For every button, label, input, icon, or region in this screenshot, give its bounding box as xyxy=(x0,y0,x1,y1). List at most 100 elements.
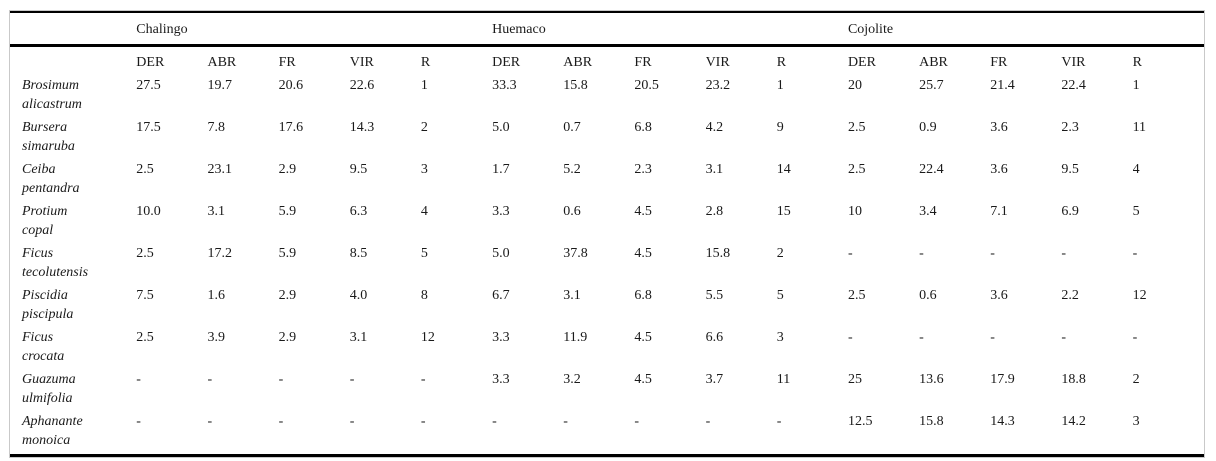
species-genus: Bursera xyxy=(22,120,68,135)
value-cell: 17.2 xyxy=(207,246,232,261)
value-cell: 11.9 xyxy=(563,330,588,345)
value-cell: 20.6 xyxy=(278,78,304,93)
value-cell: 2.5 xyxy=(847,120,866,135)
value-cell: 0.7 xyxy=(563,120,581,135)
value-cell: - xyxy=(990,246,995,261)
value-cell: 12.5 xyxy=(847,412,920,457)
value-cell: 3.3 xyxy=(492,372,510,387)
species-name: Ficus tecolutensis xyxy=(10,244,136,286)
value-cell: 17.9 xyxy=(990,372,1015,387)
table-row: Protium copal 10.0 3.1 5.9 6.3 4 3.3 0.6 4.5 2.8 15… xyxy=(10,202,1204,244)
value-cell: 5.2 xyxy=(563,162,581,177)
value-cell: 3.7 xyxy=(705,372,724,387)
value-cell: 7.5 xyxy=(136,288,154,303)
value-cell: 4 xyxy=(1132,162,1140,177)
value-cell: 1.6 xyxy=(207,288,225,303)
species-name: Ceiba pentandra xyxy=(10,160,136,202)
value-cell: 3 xyxy=(420,162,428,177)
value-cell: - xyxy=(420,372,426,387)
value-cell: 4.5 xyxy=(634,372,652,387)
value-cell: 10 xyxy=(847,204,862,219)
value-cell: 2.2 xyxy=(1061,288,1079,303)
col-header-fr: FR xyxy=(634,55,652,70)
col-header-vir: VIR xyxy=(1061,55,1086,70)
col-header-r: R xyxy=(776,55,787,70)
value-cell: 15.8 xyxy=(919,412,991,457)
value-cell: - xyxy=(420,412,493,457)
value-cell: 3 xyxy=(776,330,784,345)
table-row: Guazuma ulmifolia - - - - - 3.3 3.2 4.5 3.7 11 25 13.… xyxy=(10,370,1204,412)
value-cell: 22.4 xyxy=(919,162,944,177)
value-cell: - xyxy=(349,372,355,387)
value-cell: 2 xyxy=(1132,372,1140,387)
species-genus: Piscidia xyxy=(22,288,68,303)
value-cell: 15.8 xyxy=(705,246,731,261)
value-cell: 3.2 xyxy=(563,372,581,387)
species-epithet: pentandra xyxy=(22,181,80,196)
value-cell: 9.5 xyxy=(349,162,368,177)
col-header-abr: ABR xyxy=(207,55,237,70)
species-abundance-table: Chalingo Huemaco Cojolite DER ABR FR VIR R DE… xyxy=(10,11,1204,457)
species-name: Guazuma ulmifolia xyxy=(10,370,136,412)
col-header-vir: VIR xyxy=(705,55,730,70)
value-cell: 4.5 xyxy=(634,330,652,345)
value-cell: 3 xyxy=(1132,412,1204,457)
col-header-der: DER xyxy=(847,55,876,70)
value-cell: 5.5 xyxy=(705,288,724,303)
species-name: Ficus crocata xyxy=(10,328,136,370)
value-cell: 2.9 xyxy=(278,330,297,345)
value-cell: 3.1 xyxy=(349,330,368,345)
value-cell: 2.5 xyxy=(847,162,866,177)
col-header-abr: ABR xyxy=(563,55,593,70)
value-cell: 3.3 xyxy=(492,330,510,345)
value-cell: 22.6 xyxy=(349,78,375,93)
value-cell: 22.4 xyxy=(1061,78,1086,93)
value-cell: 27.5 xyxy=(136,78,161,93)
value-cell: - xyxy=(776,412,848,457)
species-epithet: copal xyxy=(22,223,54,238)
value-cell: 15 xyxy=(776,204,791,219)
value-cell: 3.9 xyxy=(207,330,225,345)
value-cell: 2.8 xyxy=(705,204,724,219)
value-cell: 10.0 xyxy=(136,204,161,219)
value-cell: 3.1 xyxy=(705,162,724,177)
col-header-der: DER xyxy=(492,55,521,70)
value-cell: 9 xyxy=(776,120,784,135)
species-genus: Protium xyxy=(22,204,68,219)
value-cell: - xyxy=(919,246,924,261)
table-row: Ficus tecolutensis 2.5 17.2 5.9 8.5 5 5.0 37.8 4.… xyxy=(10,244,1204,286)
value-cell: - xyxy=(492,412,564,457)
table-row: Ficus crocata 2.5 3.9 2.9 3.1 12 3.3 11.9 4.5 6.6 3… xyxy=(10,328,1204,370)
value-cell: - xyxy=(990,330,995,345)
value-cell: 5 xyxy=(420,246,428,261)
value-cell: 25.7 xyxy=(919,78,944,93)
value-cell: 2.3 xyxy=(634,162,652,177)
value-cell: - xyxy=(278,412,350,457)
species-genus: Ficus xyxy=(22,246,54,261)
species-epithet: tecolutensis xyxy=(22,265,89,280)
value-cell: - xyxy=(705,412,777,457)
value-cell: 0.9 xyxy=(919,120,937,135)
value-cell: 17.6 xyxy=(278,120,304,135)
group-header-row: Chalingo Huemaco Cojolite xyxy=(10,12,1204,47)
column-header-row: DER ABR FR VIR R DER ABR FR VIR R DER ABR FR VIR R xyxy=(10,46,1204,77)
value-cell: 23.1 xyxy=(207,162,232,177)
species-genus: Ceiba xyxy=(22,162,56,177)
value-cell: 14.2 xyxy=(1061,412,1133,457)
species-genus: Brosimum xyxy=(22,78,80,93)
table-row: Piscidia piscipula 7.5 1.6 2.9 4.0 8 6.7 3.1 6.8 5… xyxy=(10,286,1204,328)
value-cell: - xyxy=(207,372,213,387)
species-name: Piscidia piscipula xyxy=(10,286,136,328)
value-cell: 2.5 xyxy=(847,288,866,303)
value-cell: 5.9 xyxy=(278,204,297,219)
value-cell: 20.5 xyxy=(634,78,659,93)
value-cell: 25 xyxy=(847,372,862,387)
species-column-spacer xyxy=(10,46,136,77)
value-cell: 3.1 xyxy=(207,204,225,219)
table-frame: Chalingo Huemaco Cojolite DER ABR FR VIR R DE… xyxy=(9,10,1205,458)
value-cell: 6.8 xyxy=(634,120,652,135)
table-row: Aphanante monoica - - - - - - - - - -12.5 15.8 14.3 14… xyxy=(10,412,1204,457)
value-cell: 23.2 xyxy=(705,78,731,93)
value-cell: 11 xyxy=(776,372,791,387)
value-cell: 2.9 xyxy=(278,288,297,303)
